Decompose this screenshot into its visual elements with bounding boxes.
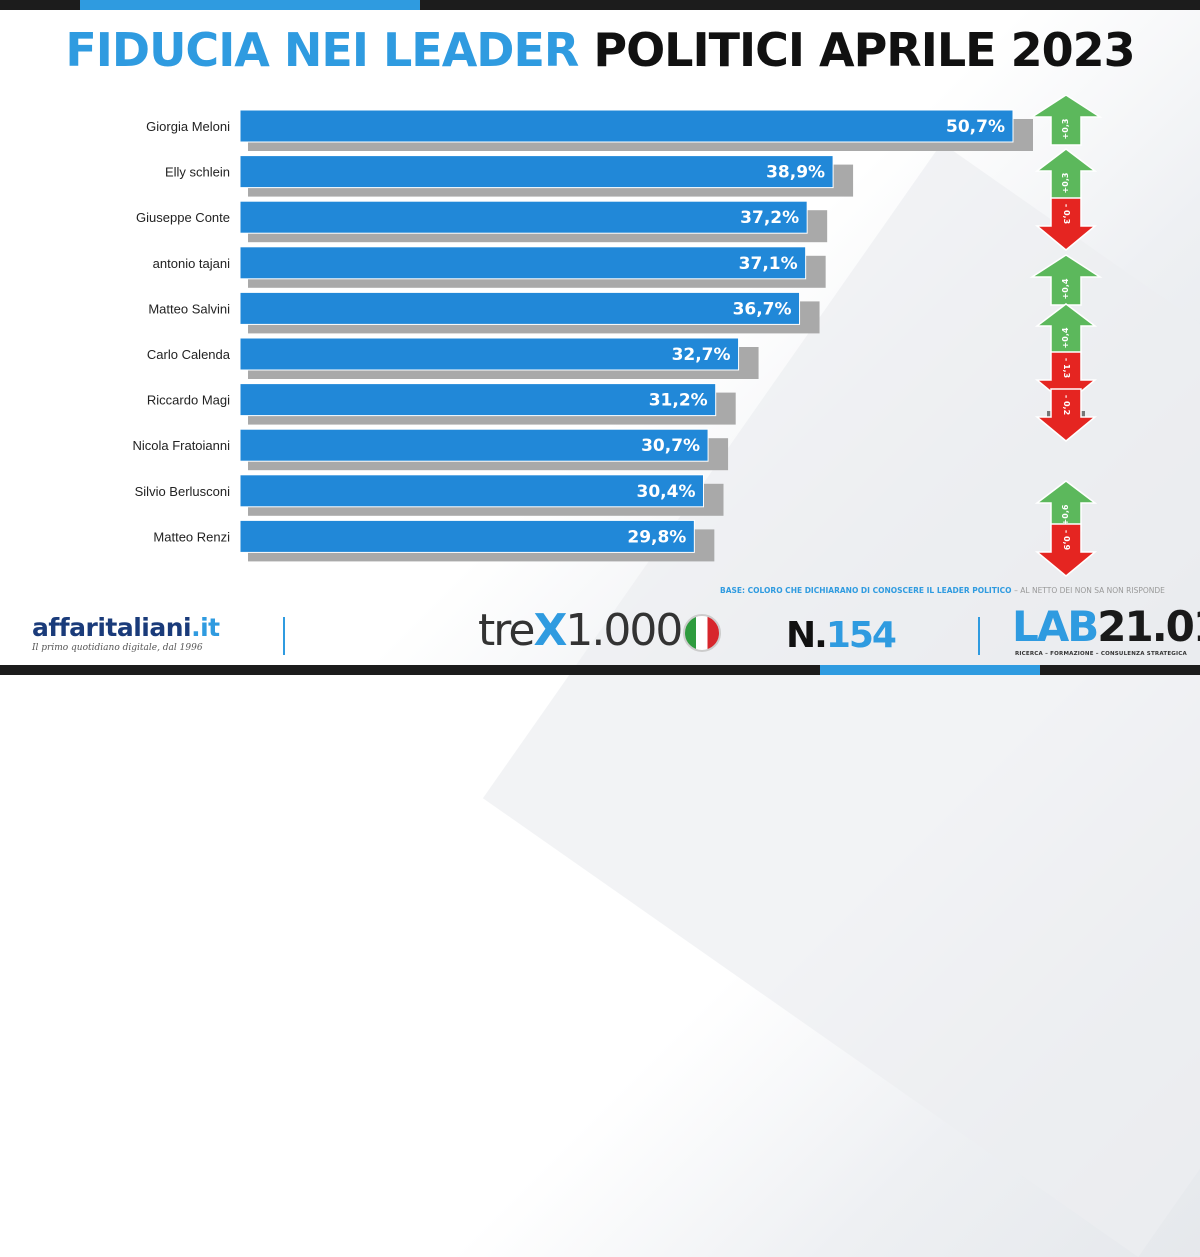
value-label: 36,7% (733, 299, 792, 319)
change-label: - 0,3 (1062, 204, 1071, 224)
category-label: Riccardo Magi (147, 393, 230, 408)
up-arrow-icon (1029, 95, 1103, 146)
bar (239, 246, 807, 280)
change-label: - 1,3 (1062, 358, 1071, 378)
value-label: 30,7% (641, 436, 700, 456)
value-label: 32,7% (672, 345, 731, 365)
title-part-2: POLITICI APRILE 2023 (593, 23, 1135, 77)
lab2101-logo: LAB21.01 (1012, 605, 1200, 649)
issue-number-prefix: N. (786, 615, 828, 656)
value-label: 50,7% (946, 117, 1005, 137)
value-label: 37,1% (739, 254, 798, 274)
bar (239, 474, 704, 508)
value-label: 38,9% (766, 163, 825, 183)
category-label: Elly schlein (165, 165, 230, 180)
affaritaliani-logo: affaritaliani.it Il primo quotidiano dig… (32, 613, 220, 653)
trex-x: X (533, 605, 567, 656)
trex-logo: treX1.000 (478, 605, 722, 656)
category-label: Giuseppe Conte (136, 210, 230, 225)
category-label: Nicola Fratoianni (132, 438, 230, 453)
change-label: +0,6 (1061, 504, 1070, 525)
down-arrow-icon (1034, 197, 1098, 251)
footer-separator (978, 617, 980, 655)
issue-number: N.154 (786, 615, 897, 656)
value-label: 29,8% (627, 527, 686, 547)
affaritaliani-tagline: Il primo quotidiano digitale, dal 1996 (32, 643, 203, 653)
category-label: Matteo Renzi (153, 529, 230, 544)
category-label: Matteo Salvini (148, 301, 230, 316)
footer-separator (283, 617, 285, 655)
top-bar-accent (80, 0, 420, 10)
change-label: - 0,2 (1062, 395, 1071, 415)
category-label: Carlo Calenda (147, 347, 231, 362)
lab-tagline: RICERCA – FORMAZIONE – CONSULENZA STRATE… (1015, 651, 1187, 657)
bar (239, 337, 740, 371)
bar (239, 200, 808, 234)
category-label: antonio tajani (153, 256, 230, 271)
bottom-bar (0, 665, 1200, 675)
bar (239, 291, 801, 325)
bar (239, 109, 1014, 143)
bar (239, 155, 834, 189)
change-label: - 0,9 (1062, 530, 1071, 551)
affaritaliani-name: affaritaliani (32, 613, 192, 642)
value-label: 37,2% (740, 208, 799, 228)
change-label: +0,4 (1061, 278, 1070, 299)
bottom-bar-accent (820, 665, 1040, 675)
chart-title: FIDUCIA NEI LEADER POLITICI APRILE 2023 (0, 22, 1200, 78)
value-label: 31,2% (649, 391, 708, 411)
lab-name: LAB (1012, 602, 1099, 651)
bar (239, 383, 717, 417)
affaritaliani-domain: .it (191, 613, 220, 642)
italian-flag-icon (683, 614, 722, 652)
footer: affaritaliani.it Il primo quotidiano dig… (0, 605, 1200, 665)
bar (239, 519, 695, 553)
change-label: +0,3 (1061, 173, 1070, 194)
base-note-main: BASE: COLORO CHE DICHIARANO DI CONOSCERE… (720, 586, 1012, 595)
base-note-extra: – AL NETTO DEI NON SA NON RISPONDE (1014, 586, 1165, 595)
down-arrow-icon (1034, 388, 1098, 442)
trex-suffix: 1.000 (565, 605, 683, 656)
issue-number-value: 154 (825, 615, 897, 656)
down-arrow-icon (1034, 523, 1098, 577)
bar-chart: Giorgia Meloni 50,7% Elly schlein 38,9% Gius… (132, 95, 1103, 577)
lab-number: 21.01 (1097, 602, 1200, 651)
category-label: Silvio Berlusconi (135, 484, 230, 499)
value-label: 30,4% (637, 482, 696, 502)
change-label: +0,3 (1061, 119, 1070, 140)
top-bar (0, 0, 1200, 10)
change-label: +0,4 (1061, 327, 1070, 348)
category-label: Giorgia Meloni (146, 119, 230, 134)
trex-prefix: tre (478, 605, 535, 656)
base-note: BASE: COLORO CHE DICHIARANO DI CONOSCERE… (720, 586, 1165, 595)
title-part-1: FIDUCIA NEI LEADER (65, 23, 579, 77)
bar (239, 428, 709, 462)
